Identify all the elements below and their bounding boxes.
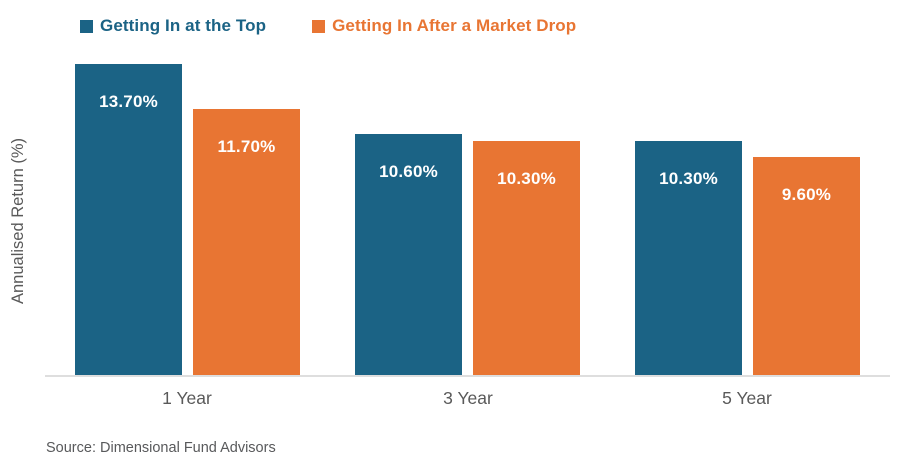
x-tick-label-1-year: 1 Year — [162, 388, 212, 408]
legend-item-getting-in-after-a-market-drop: Getting In After a Market Drop — [312, 16, 576, 36]
bar-getting-in-at-the-top-1-year: 13.70% — [75, 64, 182, 375]
x-tick-label-3-year: 3 Year — [443, 388, 493, 408]
bar-getting-in-after-a-market-drop-3-year: 10.30% — [473, 141, 580, 375]
x-axis-line — [45, 375, 890, 377]
bar-value-label: 10.30% — [497, 169, 556, 188]
bar-value-label: 11.70% — [217, 137, 276, 156]
plot-area: 13.70% 11.70% 10.60% 10.30% 10.30% 9.60% — [75, 64, 860, 375]
bar-value-label: 13.70% — [99, 92, 158, 111]
source-note: Source: Dimensional Fund Advisors — [46, 440, 276, 456]
bar-value-label: 10.30% — [659, 169, 718, 188]
bar-value-label: 9.60% — [781, 185, 832, 204]
legend-label-getting-in-at-the-top: Getting In at the Top — [100, 16, 267, 35]
bar-getting-in-after-a-market-drop-5-year: 9.60% — [753, 157, 860, 375]
bar-getting-in-at-the-top-3-year: 10.60% — [355, 134, 462, 375]
legend-label-getting-in-after-a-market-drop: Getting In After a Market Drop — [332, 16, 577, 35]
x-tick-label-5-year: 5 Year — [722, 388, 772, 408]
bar-getting-in-after-a-market-drop-1-year: 11.70% — [193, 109, 300, 375]
legend-item-getting-in-at-the-top: Getting In at the Top — [80, 16, 266, 36]
bar-getting-in-at-the-top-5-year: 10.30% — [635, 141, 742, 375]
legend-swatch-blue-icon — [80, 19, 93, 33]
chart-legend: Getting In at the Top Getting In After a… — [80, 16, 576, 36]
bar-value-label: 10.60% — [379, 162, 438, 181]
legend-swatch-orange-icon — [312, 19, 326, 33]
